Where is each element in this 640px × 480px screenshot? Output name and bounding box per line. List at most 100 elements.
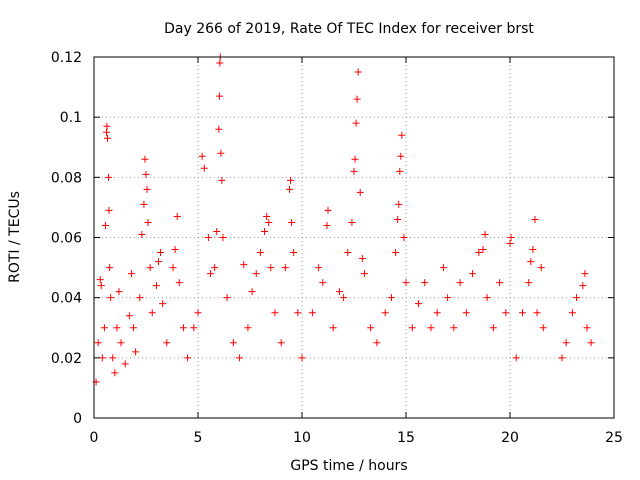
data-point — [248, 288, 256, 296]
data-point — [398, 131, 406, 139]
data-point — [169, 264, 177, 272]
x-axis-title: GPS time / hours — [290, 458, 407, 474]
data-point — [421, 279, 429, 287]
data-point — [583, 324, 591, 332]
data-point — [308, 309, 316, 317]
data-point — [142, 170, 150, 178]
data-point — [115, 288, 123, 296]
data-point — [533, 309, 541, 317]
data-point — [261, 227, 269, 235]
data-point — [373, 339, 381, 347]
data-point — [581, 270, 589, 278]
data-point — [121, 360, 129, 368]
data-point — [223, 294, 231, 302]
data-point — [105, 173, 113, 181]
y-tick-label: 0.06 — [51, 231, 82, 247]
data-point — [198, 152, 206, 160]
data-point — [256, 249, 264, 257]
x-tick-label: 5 — [194, 430, 203, 446]
data-point — [475, 249, 483, 257]
data-point — [483, 294, 491, 302]
x-tick-label: 15 — [397, 430, 415, 446]
data-point — [127, 270, 135, 278]
data-point — [217, 149, 225, 157]
data-point — [206, 270, 214, 278]
x-tick-label: 10 — [293, 430, 311, 446]
data-point — [353, 95, 361, 103]
y-tick-label: 0.1 — [60, 110, 82, 126]
data-point — [489, 324, 497, 332]
data-point — [350, 167, 358, 175]
data-point — [263, 212, 271, 220]
data-point — [324, 206, 332, 214]
data-point — [329, 324, 337, 332]
data-point — [396, 167, 404, 175]
data-point — [481, 230, 489, 238]
data-point — [102, 128, 110, 136]
data-point — [529, 246, 537, 254]
data-point — [531, 215, 539, 223]
data-point — [450, 324, 458, 332]
data-point — [360, 270, 368, 278]
data-point — [512, 354, 520, 362]
x-tick-label: 20 — [501, 430, 519, 446]
data-point — [402, 279, 410, 287]
y-tick-label: 0.08 — [51, 170, 82, 186]
data-point — [319, 279, 327, 287]
data-point — [144, 218, 152, 226]
data-point — [281, 264, 289, 272]
data-point — [568, 309, 576, 317]
data-point — [335, 288, 343, 296]
data-point — [290, 249, 298, 257]
data-point — [502, 309, 510, 317]
x-tick-label: 25 — [605, 430, 623, 446]
data-point — [286, 185, 294, 193]
data-point — [146, 264, 154, 272]
data-point — [462, 309, 470, 317]
data-point — [101, 221, 109, 229]
data-point — [152, 282, 160, 290]
data-point — [143, 185, 151, 193]
data-point — [218, 176, 226, 184]
data-point — [392, 249, 400, 257]
data-point — [469, 270, 477, 278]
data-point — [138, 230, 146, 238]
data-point — [171, 246, 179, 254]
data-point — [408, 324, 416, 332]
data-point — [340, 294, 348, 302]
data-point — [433, 309, 441, 317]
data-point — [558, 354, 566, 362]
data-point — [204, 234, 212, 241]
x-axis-ticks: 0 5 10 15 20 25 — [90, 57, 623, 446]
data-point — [130, 324, 138, 332]
y-tick-label: 0.12 — [51, 50, 82, 66]
data-point — [400, 234, 408, 241]
data-point — [537, 264, 545, 272]
y-tick-label: 0 — [73, 411, 82, 427]
data-point — [525, 279, 533, 287]
data-point — [323, 221, 331, 229]
data-point — [395, 200, 403, 208]
data-point — [236, 354, 244, 362]
data-point — [109, 354, 117, 362]
data-point — [456, 279, 464, 287]
data-point — [125, 312, 133, 320]
data-point — [344, 249, 352, 257]
data-point — [215, 125, 223, 133]
data-point — [216, 59, 224, 67]
chart-title: Day 266 of 2019, Rate Of TEC Index for r… — [164, 21, 534, 37]
data-point — [315, 264, 323, 272]
data-point — [159, 300, 167, 308]
data-point — [351, 155, 359, 163]
data-point — [100, 324, 108, 332]
data-point — [105, 206, 113, 214]
data-point — [298, 354, 306, 362]
data-point — [106, 264, 114, 272]
data-point — [163, 339, 171, 347]
data-point — [111, 369, 119, 377]
data-point — [240, 261, 248, 269]
data-point — [103, 122, 111, 130]
data-point — [190, 324, 198, 332]
data-point — [252, 270, 260, 278]
